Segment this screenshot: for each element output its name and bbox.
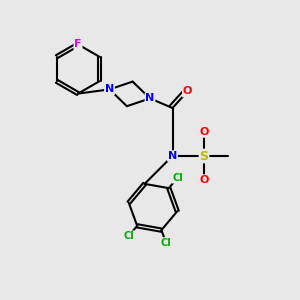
Text: F: F [74,39,82,50]
Text: N: N [105,84,114,94]
Text: Cl: Cl [161,238,171,248]
Text: S: S [200,149,208,163]
Text: N: N [146,93,154,103]
Text: O: O [199,127,209,137]
Text: O: O [183,86,192,97]
Text: Cl: Cl [172,173,183,183]
Text: N: N [168,151,177,161]
Text: Cl: Cl [123,231,134,241]
Text: O: O [199,175,209,185]
